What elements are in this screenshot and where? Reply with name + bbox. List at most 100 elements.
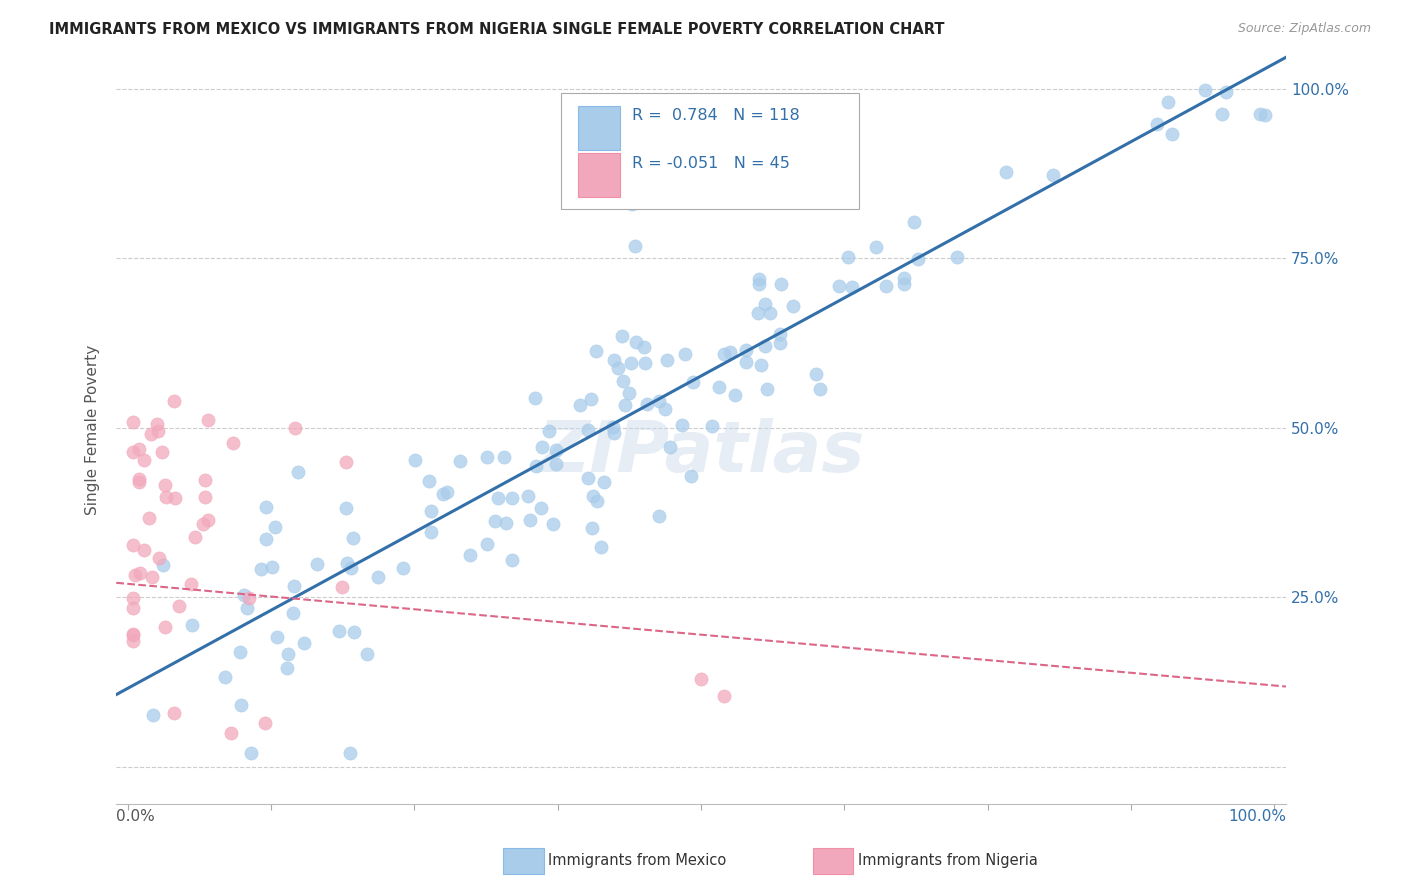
Point bbox=[194, 490, 217, 504]
Point bbox=[139, 426, 162, 441]
Point bbox=[690, 672, 713, 686]
Point bbox=[162, 706, 184, 720]
Point bbox=[530, 501, 553, 516]
Point bbox=[619, 386, 641, 401]
Point bbox=[122, 628, 145, 642]
Point bbox=[865, 240, 887, 254]
Point bbox=[148, 424, 170, 438]
Point bbox=[581, 521, 603, 535]
Point bbox=[492, 450, 515, 464]
Point bbox=[501, 553, 523, 567]
Point bbox=[654, 402, 676, 417]
Point bbox=[755, 382, 778, 396]
Point bbox=[146, 417, 169, 431]
Point bbox=[392, 561, 415, 575]
Point bbox=[197, 513, 219, 527]
FancyBboxPatch shape bbox=[578, 153, 620, 197]
Point bbox=[893, 270, 915, 285]
Point bbox=[524, 459, 547, 474]
Point bbox=[292, 636, 315, 650]
Point bbox=[122, 445, 145, 459]
Point bbox=[1146, 117, 1168, 131]
Point bbox=[837, 250, 859, 264]
Point bbox=[994, 165, 1017, 179]
Point bbox=[682, 375, 704, 389]
Point bbox=[749, 359, 772, 373]
Point bbox=[132, 453, 155, 467]
Point bbox=[138, 511, 160, 525]
Point bbox=[356, 647, 378, 661]
Point bbox=[769, 277, 792, 291]
Text: 0.0%: 0.0% bbox=[117, 809, 155, 824]
Point bbox=[153, 619, 176, 633]
Point bbox=[713, 689, 735, 703]
Point bbox=[404, 453, 426, 467]
Point bbox=[180, 618, 202, 632]
Text: Immigrants from Mexico: Immigrants from Mexico bbox=[548, 854, 727, 868]
Point bbox=[141, 570, 163, 584]
Point bbox=[432, 487, 454, 501]
Point bbox=[607, 361, 630, 376]
Point bbox=[613, 398, 636, 412]
Point bbox=[222, 436, 245, 450]
Point bbox=[148, 550, 170, 565]
Point bbox=[610, 328, 633, 343]
Point bbox=[277, 647, 299, 661]
Point bbox=[281, 606, 304, 620]
Point bbox=[132, 543, 155, 558]
Text: ZIPatlas: ZIPatlas bbox=[537, 417, 865, 487]
Point bbox=[602, 420, 624, 434]
Point bbox=[946, 250, 969, 264]
Point bbox=[214, 670, 236, 684]
Point bbox=[769, 327, 792, 342]
Point bbox=[530, 441, 553, 455]
Point bbox=[585, 344, 607, 359]
Point bbox=[240, 746, 263, 760]
Point bbox=[903, 214, 925, 228]
Point bbox=[436, 484, 458, 499]
Point bbox=[162, 393, 184, 408]
Point bbox=[659, 440, 682, 454]
Point bbox=[254, 532, 277, 546]
Point bbox=[335, 500, 357, 515]
Point bbox=[702, 418, 724, 433]
Point bbox=[342, 531, 364, 545]
Point bbox=[155, 491, 177, 505]
Point bbox=[238, 591, 260, 605]
Point bbox=[707, 380, 730, 394]
Point bbox=[367, 570, 389, 584]
Point bbox=[284, 421, 307, 435]
Point bbox=[254, 715, 277, 730]
Point bbox=[184, 530, 207, 544]
Point bbox=[626, 334, 648, 349]
Point bbox=[276, 661, 298, 675]
Point bbox=[475, 536, 498, 550]
Point bbox=[1157, 95, 1180, 109]
Point bbox=[335, 455, 357, 469]
Point bbox=[679, 469, 702, 483]
Point bbox=[582, 489, 605, 503]
Point bbox=[152, 558, 174, 573]
Point bbox=[475, 450, 498, 464]
Point bbox=[484, 514, 506, 528]
Point bbox=[1194, 83, 1216, 97]
Point bbox=[486, 491, 509, 505]
Point bbox=[449, 454, 471, 468]
Point bbox=[769, 336, 792, 351]
Point bbox=[236, 601, 259, 615]
Point bbox=[283, 579, 305, 593]
Point bbox=[724, 387, 747, 401]
Point bbox=[1253, 108, 1275, 122]
Point bbox=[523, 391, 546, 405]
Point bbox=[142, 708, 165, 723]
Point bbox=[229, 698, 252, 713]
Point bbox=[150, 445, 173, 459]
Point bbox=[586, 494, 609, 508]
Point bbox=[339, 746, 361, 760]
Point bbox=[537, 425, 560, 439]
Point bbox=[460, 548, 482, 562]
Point bbox=[263, 520, 285, 534]
Point bbox=[340, 560, 363, 574]
Point bbox=[875, 279, 897, 293]
Point bbox=[754, 339, 776, 353]
